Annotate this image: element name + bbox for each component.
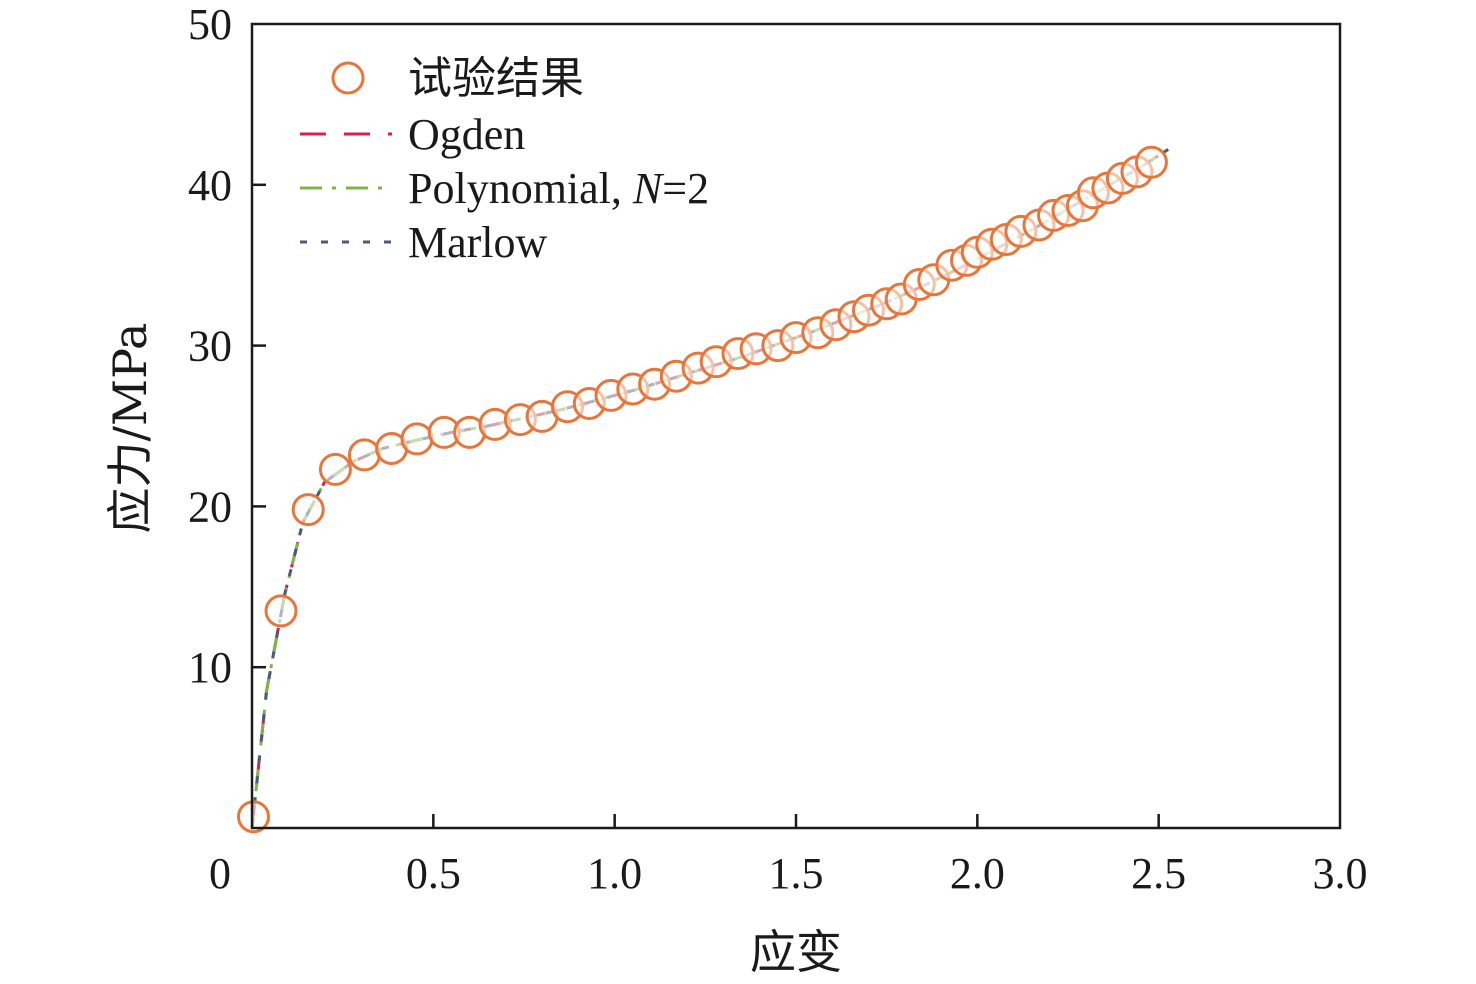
x-tick-label: 1.5 — [769, 849, 824, 898]
x-tick-label: 2.5 — [1131, 849, 1186, 898]
x-tick-label: 2.0 — [950, 849, 1005, 898]
y-tick-label: 20 — [188, 482, 232, 531]
y-tick-label: 40 — [188, 161, 232, 210]
data-point-1 — [237, 800, 270, 834]
series-line-marlow — [250, 144, 1175, 829]
y-tick-label: 30 — [188, 322, 232, 371]
legend-label: Ogden — [408, 110, 525, 159]
data-point-3 — [291, 493, 325, 527]
axes-layer: 0 0.5 1.0 1.5 2.0 2.5 3.0 10 20 30 40 50 应变 应力/MPa — [103, 0, 1368, 979]
x-tick-label: 0 — [209, 849, 231, 898]
legend-label: Marlow — [408, 218, 548, 267]
data-point-2 — [264, 594, 298, 628]
legend-item: Ogden — [300, 110, 525, 159]
legend-item: 试验结果 — [331, 54, 584, 103]
legend-label: Polynomial, N=2 — [408, 164, 709, 213]
legend: 试验结果 Ogden Polynomial, N=2 Marlow — [300, 54, 709, 267]
legend-item: Polynomial, N=2 — [300, 164, 709, 213]
series-layer — [237, 144, 1175, 834]
y-axis-title: 应力/MPa — [103, 323, 157, 534]
data-point-47 — [1134, 145, 1168, 179]
data-point-4 — [318, 452, 352, 486]
x-tick-label: 1.0 — [587, 849, 642, 898]
x-tick-label: 0.5 — [406, 849, 461, 898]
legend-item: Marlow — [300, 218, 548, 267]
y-tick-label: 10 — [188, 643, 232, 692]
x-tick-label: 3.0 — [1313, 849, 1368, 898]
y-tick-label: 50 — [188, 0, 232, 49]
legend-label: 试验结果 — [408, 54, 584, 103]
series-line-polynomial-n-2 — [250, 144, 1175, 829]
series-line-ogden — [250, 144, 1175, 829]
legend-marker-circle — [331, 61, 365, 95]
x-axis-title: 应变 — [750, 925, 842, 979]
data-point-5 — [347, 438, 381, 472]
data-point-7 — [400, 422, 434, 456]
